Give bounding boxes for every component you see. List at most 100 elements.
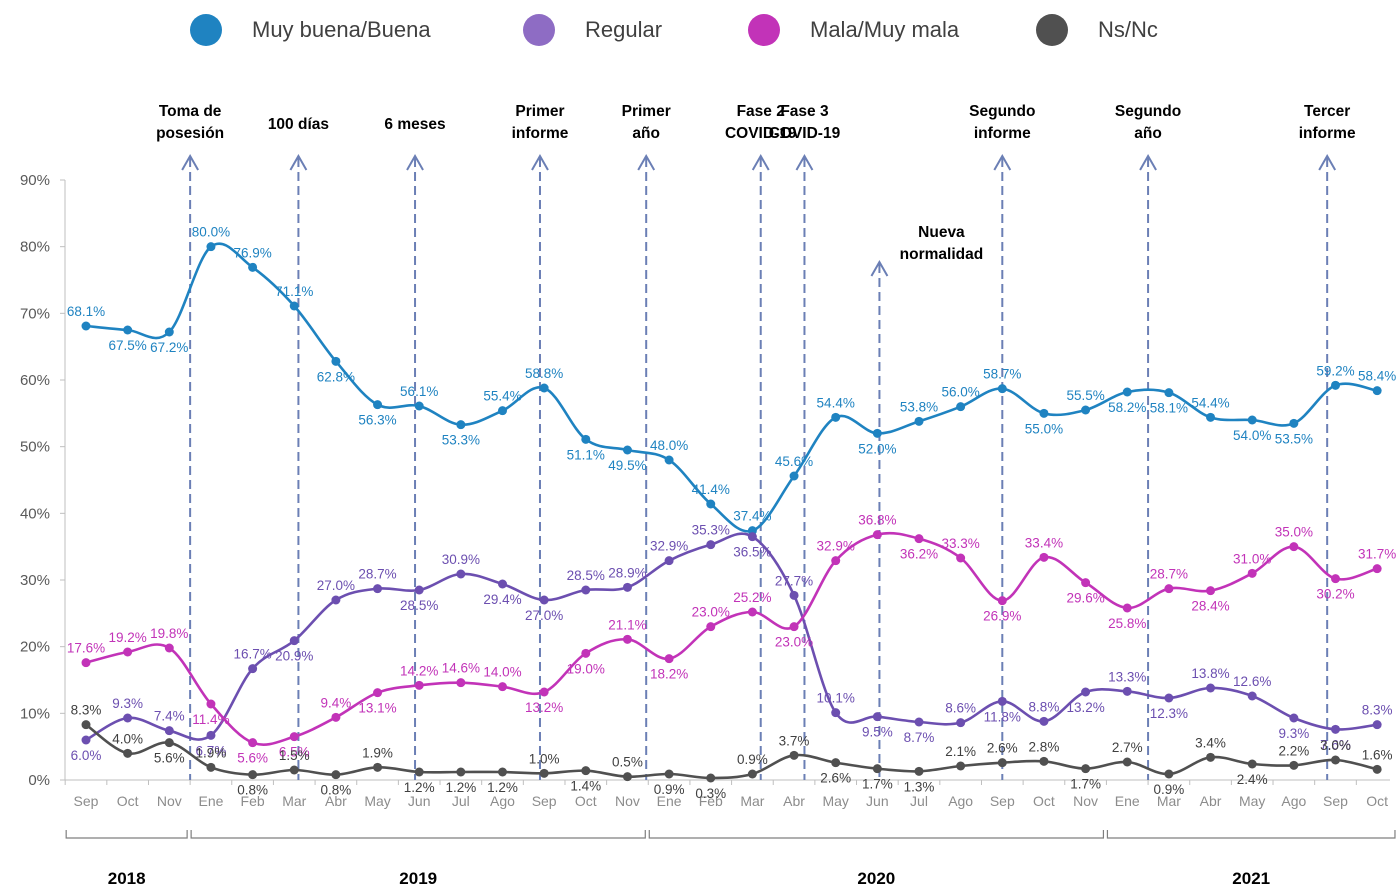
x-tick-label: Feb — [699, 793, 723, 809]
data-point — [1164, 388, 1174, 398]
year-bracket — [1106, 830, 1396, 839]
data-point — [1081, 405, 1091, 415]
data-point — [581, 585, 591, 595]
legend-item-mala: Mala/Muy mala — [748, 10, 959, 50]
data-label: 35.0% — [1275, 525, 1313, 540]
data-label: 19.2% — [109, 630, 147, 645]
data-label: 8.7% — [904, 730, 935, 745]
x-tick-label: Abr — [1200, 793, 1222, 809]
data-label: 26.9% — [983, 609, 1021, 624]
data-label: 28.7% — [1150, 567, 1188, 582]
data-label: 8.8% — [1029, 699, 1060, 714]
x-tick-label: May — [1239, 793, 1265, 809]
legend-item-muy-buena: Muy buena/Buena — [190, 10, 431, 50]
event-arrow-icon — [751, 153, 770, 171]
data-point — [1289, 542, 1299, 552]
x-tick-label: Nov — [615, 793, 640, 809]
data-label: 29.4% — [483, 592, 521, 607]
event-arrow-icon — [870, 259, 889, 277]
data-point — [81, 658, 91, 668]
event-label: informe — [1299, 125, 1356, 142]
data-label: 68.1% — [67, 304, 105, 319]
data-label: 53.8% — [900, 399, 938, 414]
data-point — [1081, 687, 1091, 697]
data-point — [248, 770, 258, 780]
event-arrow-icon — [531, 153, 549, 171]
data-label: 58.4% — [1358, 369, 1396, 384]
x-tick-label: Nov — [1073, 793, 1098, 809]
data-point — [1331, 380, 1340, 390]
data-label: 14.2% — [400, 663, 438, 678]
data-label: 76.9% — [233, 245, 271, 260]
event-arrow-icon — [406, 153, 424, 171]
data-point — [539, 595, 549, 605]
data-label: 8.3% — [71, 703, 102, 718]
data-label: 31.0% — [1233, 551, 1271, 566]
data-label: 11.8% — [984, 709, 1021, 724]
data-point — [872, 764, 882, 774]
event-label: Primer — [622, 103, 671, 120]
data-point — [1206, 586, 1216, 596]
data-label: 3.7% — [779, 733, 810, 748]
data-label: 1.2% — [404, 780, 435, 795]
data-label: 55.0% — [1025, 421, 1063, 436]
data-label: 17.6% — [67, 641, 105, 656]
data-point — [956, 718, 966, 728]
data-label: 52.0% — [858, 441, 896, 456]
data-point — [539, 687, 549, 697]
legend-label: Ns/Nc — [1098, 17, 1158, 42]
year-label: 2018 — [108, 869, 146, 888]
data-label: 1.9% — [362, 745, 393, 760]
x-tick-label: Sep — [1323, 793, 1348, 809]
data-label: 0.8% — [321, 783, 352, 798]
legend-dot-icon — [190, 14, 222, 46]
year-label: 2020 — [857, 869, 895, 888]
data-label: 2.8% — [1029, 739, 1060, 754]
data-point — [872, 428, 882, 438]
legend-dot-icon — [523, 14, 555, 46]
y-tick-label: 60% — [20, 372, 50, 389]
event-label: Primer — [515, 103, 564, 120]
data-label: 9.3% — [1278, 726, 1309, 741]
event-label: informe — [512, 125, 569, 142]
data-point — [1372, 764, 1382, 774]
data-label: 25.8% — [1108, 616, 1146, 631]
data-label: 1.4% — [570, 779, 601, 794]
data-label: 54.4% — [817, 395, 855, 410]
data-point — [1122, 387, 1132, 397]
data-label: 67.5% — [109, 338, 147, 353]
data-label: 1.0% — [529, 751, 560, 766]
data-point — [622, 582, 632, 592]
data-label: 2.6% — [987, 741, 1018, 756]
event-label: posesión — [156, 125, 224, 142]
data-point — [706, 773, 716, 783]
x-tick-label: Sep — [990, 793, 1015, 809]
data-point — [789, 622, 799, 632]
data-point — [498, 406, 507, 416]
data-point — [1164, 769, 1174, 779]
x-tick-label: Mar — [1157, 793, 1181, 809]
data-point — [1122, 757, 1132, 767]
data-label: 1.5% — [279, 748, 310, 763]
data-point — [997, 384, 1007, 394]
data-label: 41.4% — [692, 482, 730, 497]
x-tick-label: Feb — [241, 793, 265, 809]
data-label: 28.4% — [1191, 599, 1229, 614]
data-point — [1039, 408, 1049, 418]
data-label: 5.6% — [154, 751, 185, 766]
event-arrow-icon — [637, 153, 656, 171]
data-point — [123, 748, 133, 758]
data-label: 56.3% — [358, 413, 396, 428]
data-label: 27.0% — [525, 608, 563, 623]
event-arrow-icon — [993, 153, 1012, 171]
data-label: 8.3% — [1362, 703, 1393, 718]
data-point — [664, 769, 674, 779]
data-label: 80.0% — [192, 225, 230, 240]
y-tick-label: 50% — [20, 439, 50, 456]
data-label: 48.0% — [650, 438, 688, 453]
data-label: 21.1% — [608, 617, 646, 632]
x-tick-label: Ene — [1115, 793, 1140, 809]
data-label: 2.4% — [1237, 772, 1268, 787]
data-point — [81, 321, 91, 331]
data-point — [581, 766, 591, 776]
